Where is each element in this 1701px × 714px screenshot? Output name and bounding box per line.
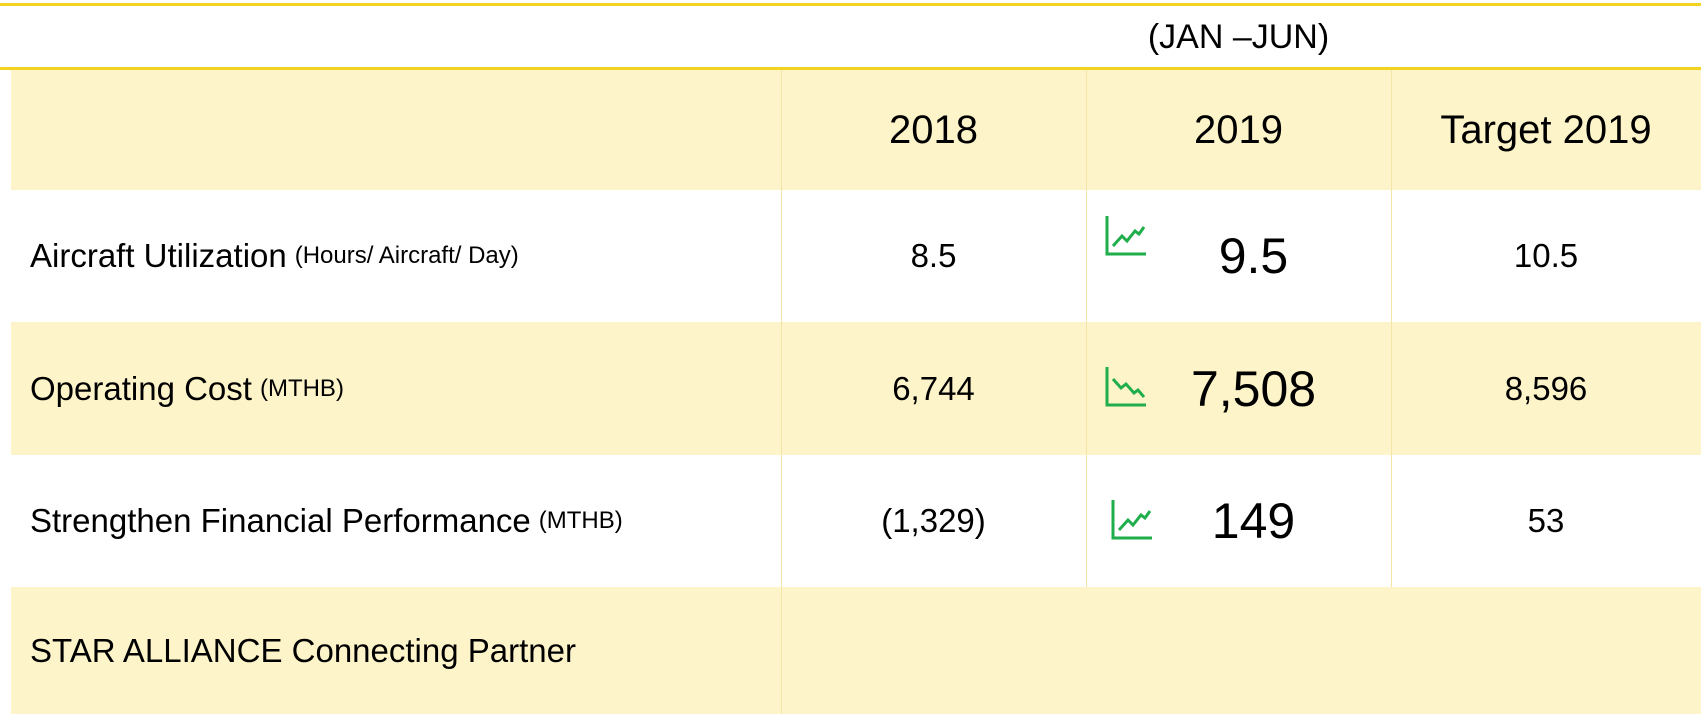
trend-up-icon: [1111, 500, 1152, 540]
column-divider: [781, 70, 782, 714]
column-divider: [1391, 70, 1392, 587]
period-label: (JAN –JUN): [1147, 18, 1330, 56]
metric-unit: (Hours/ Aircraft/ Day): [294, 242, 519, 269]
metric-unit: (MTHB): [259, 374, 344, 402]
header-rule: [0, 67, 1701, 70]
trend-down-icon: [1105, 367, 1146, 407]
row-label: Strengthen Financial Performance (MTHB): [30, 455, 623, 587]
metric-name: Operating Cost: [30, 369, 252, 407]
value-cell: 8,596: [1504, 369, 1588, 407]
trend-up-icon: [1105, 216, 1146, 256]
value-cell: 149: [1211, 493, 1296, 549]
metric-name: Aircraft Utilization: [30, 237, 287, 274]
top-rule: [0, 3, 1701, 6]
row-1: [11, 190, 1701, 322]
row-label: Operating Cost (MTHB): [30, 322, 344, 455]
footer-row: [11, 587, 1701, 714]
column-header: Target 2019: [1440, 107, 1652, 152]
row-3: [11, 455, 1701, 587]
value-cell: 8.5: [910, 237, 957, 274]
footer-label: STAR ALLIANCE Connecting Partner: [30, 632, 576, 669]
value-cell: 53: [1527, 502, 1565, 539]
value-cell: (1,329): [881, 502, 986, 539]
column-divider: [1086, 70, 1087, 587]
header-row: [11, 70, 1701, 190]
column-header: 2019: [1194, 107, 1283, 152]
value-cell: 10.5: [1513, 237, 1579, 274]
value-cell: 9.5: [1218, 228, 1289, 284]
column-header: 2018: [889, 107, 978, 152]
value-cell: 6,744: [892, 369, 975, 407]
value-cell: 7,508: [1190, 360, 1317, 417]
metric-name: Strengthen Financial Performance: [30, 502, 531, 539]
metric-unit: (MTHB): [538, 507, 623, 534]
row-2: [11, 322, 1701, 455]
row-label: Aircraft Utilization (Hours/ Aircraft/ Da…: [30, 190, 519, 322]
